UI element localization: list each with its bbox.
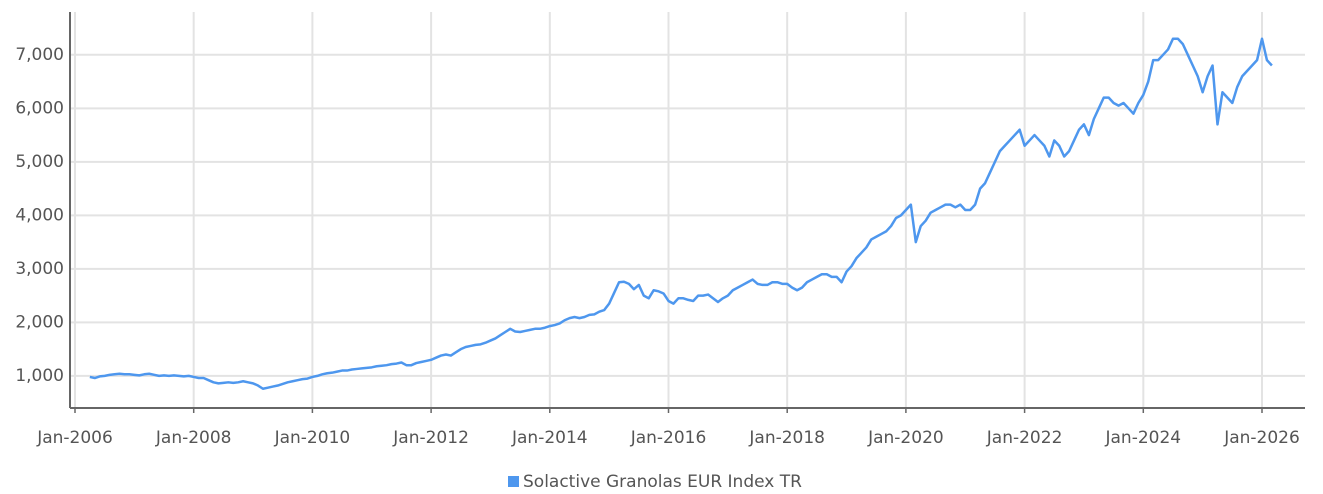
x-tick-label: Jan-2024	[1104, 428, 1181, 448]
x-tick-label: Jan-2014	[511, 428, 588, 448]
y-tick-label: 5,000	[15, 152, 64, 172]
x-tick-label: Jan-2006	[36, 428, 113, 448]
x-tick-label: Jan-2012	[392, 428, 469, 448]
y-tick-label: 1,000	[15, 366, 64, 386]
legend-swatch	[508, 476, 519, 487]
y-tick-label: 2,000	[15, 312, 64, 332]
y-tick-label: 4,000	[15, 205, 64, 225]
x-tick-label: Jan-2016	[630, 428, 707, 448]
line-series	[89, 37, 1273, 390]
x-tick-label: Jan-2010	[274, 428, 351, 448]
y-tick-label: 6,000	[15, 98, 64, 118]
x-tick-label: Jan-2018	[748, 428, 825, 448]
legend-label: Solactive Granolas EUR Index TR	[523, 472, 802, 492]
y-tick-label: 7,000	[15, 45, 64, 65]
x-tick-label: Jan-2020	[867, 428, 944, 448]
x-tick-label: Jan-2026	[1223, 428, 1300, 448]
x-tick-label: Jan-2008	[155, 428, 232, 448]
y-tick-label: 3,000	[15, 259, 64, 279]
x-tick-label: Jan-2022	[986, 428, 1063, 448]
